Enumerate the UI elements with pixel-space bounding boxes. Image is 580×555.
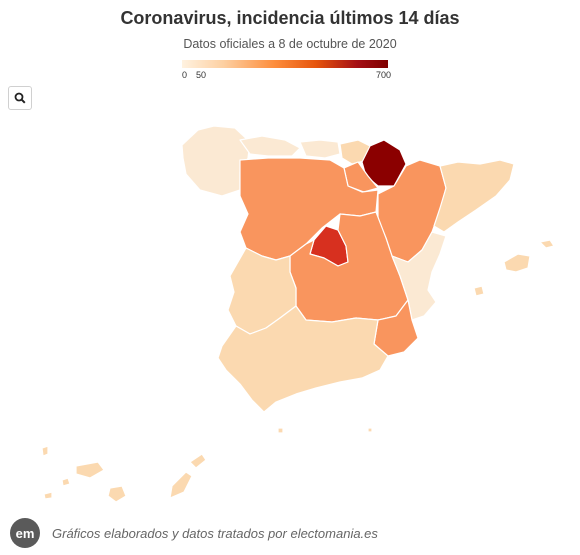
region-cataluna[interactable] — [433, 159, 515, 233]
region-melilla[interactable] — [367, 427, 373, 433]
footer-credit: Gráficos elaborados y datos tratados por… — [52, 525, 378, 541]
region-canarias-tenerife[interactable] — [75, 461, 105, 479]
legend-min-label: 0 — [182, 70, 188, 80]
legend-gradient-bar — [182, 60, 388, 68]
region-cantabria[interactable] — [299, 139, 341, 159]
region-mallorca[interactable] — [503, 253, 531, 273]
region-canarias-la-palma[interactable] — [41, 445, 49, 457]
spain-choropleth-map — [41, 125, 555, 503]
region-comunidad-valenciana[interactable] — [391, 231, 447, 321]
search-icon — [14, 92, 26, 104]
region-canarias-gomera[interactable] — [61, 477, 71, 487]
region-ceuta[interactable] — [277, 427, 284, 434]
footer: em Gráficos elaborados y datos tratados … — [10, 518, 378, 548]
region-canarias-hierro[interactable] — [43, 491, 53, 500]
region-canarias-lanzarote[interactable] — [189, 453, 207, 469]
region-menorca[interactable] — [539, 239, 555, 249]
region-canarias-fuerteventura[interactable] — [169, 471, 193, 499]
chart-subtitle: Datos oficiales a 8 de octubre de 2020 — [183, 37, 397, 51]
electomania-logo: em — [10, 518, 40, 548]
legend-mid-label: 50 — [196, 70, 207, 80]
region-andalucia[interactable] — [217, 305, 389, 413]
region-asturias[interactable] — [239, 135, 301, 157]
region-ibiza[interactable] — [473, 285, 485, 297]
color-legend: 0 50 700 — [182, 60, 392, 82]
chart-title: Coronavirus, incidencia últimos 14 días — [120, 8, 460, 28]
legend-max-label: 700 — [376, 70, 392, 80]
map-search-button[interactable] — [8, 86, 32, 110]
region-canarias-gran-canaria[interactable] — [107, 485, 127, 503]
